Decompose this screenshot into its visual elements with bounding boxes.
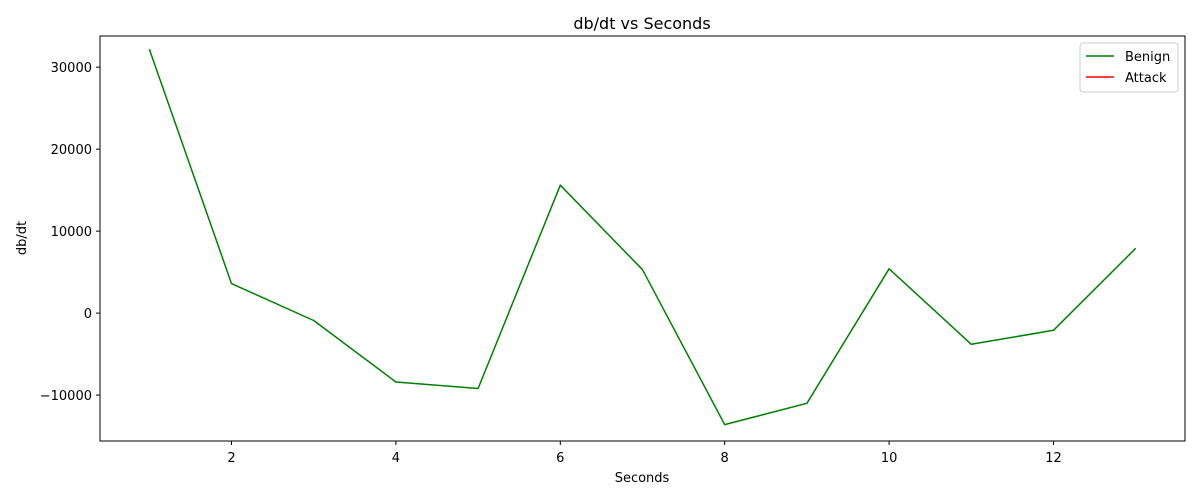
- x-axis: 2 4 6 8 10 12: [227, 441, 1062, 466]
- y-tick-label: −10000: [40, 389, 92, 404]
- y-tick-label: 10000: [51, 225, 92, 240]
- x-tick-label: 8: [721, 451, 729, 466]
- y-axis: −10000 0 10000 20000 30000: [40, 61, 100, 404]
- legend-label-attack: Attack: [1125, 71, 1167, 86]
- chart-title: db/dt vs Seconds: [573, 14, 710, 33]
- y-tick-label: 20000: [51, 143, 92, 158]
- plot-frame: [99, 35, 1186, 442]
- y-axis-label: db/dt: [15, 221, 30, 255]
- x-tick-label: 6: [556, 451, 564, 466]
- y-tick-label: 30000: [51, 61, 92, 76]
- x-tick-label: 10: [881, 451, 898, 466]
- x-axis-label: Seconds: [615, 471, 670, 486]
- x-tick-label: 4: [392, 451, 400, 466]
- legend: Benign Attack: [1079, 42, 1179, 93]
- x-tick-label: 12: [1045, 451, 1062, 466]
- y-tick-label: 0: [84, 307, 92, 322]
- series-layer: [148, 48, 1137, 426]
- x-tick-label: 2: [227, 451, 235, 466]
- series-line-benign: [148, 48, 1137, 426]
- legend-label-benign: Benign: [1125, 50, 1170, 65]
